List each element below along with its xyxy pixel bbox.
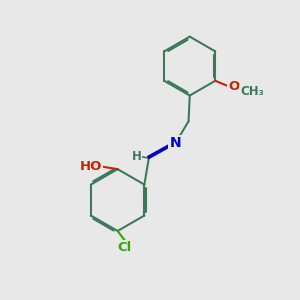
Text: N: N xyxy=(169,136,181,150)
Text: Cl: Cl xyxy=(118,241,132,254)
Text: CH₃: CH₃ xyxy=(240,85,264,98)
Text: H: H xyxy=(131,150,141,163)
Text: HO: HO xyxy=(80,160,102,173)
Text: O: O xyxy=(228,80,239,93)
